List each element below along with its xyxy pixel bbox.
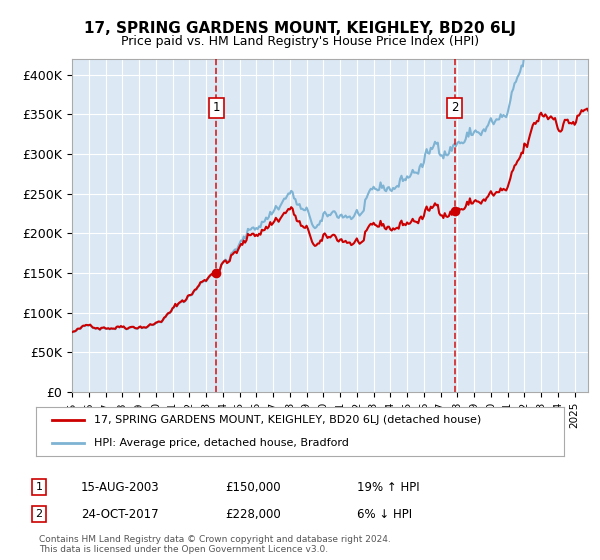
Text: 17, SPRING GARDENS MOUNT, KEIGHLEY, BD20 6LJ: 17, SPRING GARDENS MOUNT, KEIGHLEY, BD20… <box>84 21 516 36</box>
Text: 2: 2 <box>451 101 458 114</box>
Text: 17, SPRING GARDENS MOUNT, KEIGHLEY, BD20 6LJ (detached house): 17, SPRING GARDENS MOUNT, KEIGHLEY, BD20… <box>94 416 481 426</box>
Text: 1: 1 <box>213 101 220 114</box>
Text: 2: 2 <box>35 509 43 519</box>
Text: HPI: Average price, detached house, Bradford: HPI: Average price, detached house, Brad… <box>94 438 349 448</box>
Text: Price paid vs. HM Land Registry's House Price Index (HPI): Price paid vs. HM Land Registry's House … <box>121 35 479 48</box>
Text: Contains HM Land Registry data © Crown copyright and database right 2024.
This d: Contains HM Land Registry data © Crown c… <box>39 535 391 554</box>
Text: 6% ↓ HPI: 6% ↓ HPI <box>357 507 412 521</box>
Text: 15-AUG-2003: 15-AUG-2003 <box>81 480 160 494</box>
Text: 24-OCT-2017: 24-OCT-2017 <box>81 507 158 521</box>
Text: £228,000: £228,000 <box>225 507 281 521</box>
Text: 19% ↑ HPI: 19% ↑ HPI <box>357 480 419 494</box>
Text: £150,000: £150,000 <box>225 480 281 494</box>
Text: 1: 1 <box>35 482 43 492</box>
